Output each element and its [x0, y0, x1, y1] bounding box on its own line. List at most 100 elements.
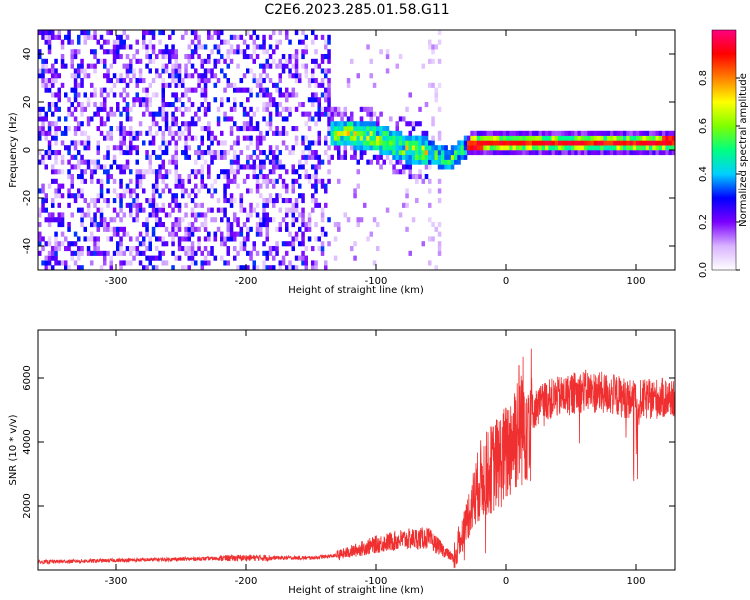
spectrogram-cell: [525, 145, 529, 151]
spectrogram-cell: [122, 140, 126, 146]
spectrogram-cell: [142, 236, 146, 242]
spectrogram-cell: [216, 121, 221, 127]
spectrogram-cell: [47, 236, 52, 242]
spectrogram-cell: [324, 150, 328, 156]
spectrogram-cell: [246, 217, 250, 223]
spectrogram-cell: [480, 150, 484, 156]
spectrogram-cell: [288, 207, 292, 213]
spectrogram-cell: [320, 159, 325, 165]
spectrogram-cell: [558, 150, 562, 156]
spectrogram-cell: [145, 222, 149, 228]
spectrogram-cell: [161, 49, 165, 55]
spectrogram-cell: [106, 169, 110, 175]
spectrogram-cell: [200, 178, 204, 184]
spectrogram-cell: [285, 222, 289, 228]
spectrogram-cell: [177, 106, 182, 112]
spectrogram-cell: [369, 135, 373, 141]
spectrogram-cell: [86, 121, 91, 127]
spectrogram-cell: [571, 130, 575, 136]
spectrogram-cell: [122, 231, 126, 237]
spectrogram-cell: [291, 145, 295, 151]
spectrogram-cell: [525, 150, 529, 156]
spectrogram-cell: [57, 150, 61, 156]
spectrogram-cell: [437, 222, 442, 228]
spectrogram-cell: [356, 121, 360, 127]
spectrogram-cell: [405, 150, 409, 156]
spectrogram-cell: [151, 198, 156, 204]
spectrogram-cell: [77, 207, 81, 213]
spectrogram-cell: [298, 102, 302, 108]
spectrogram-cell: [223, 188, 227, 194]
spectrogram-cell: [207, 250, 211, 256]
spectrogram-cell: [223, 169, 227, 175]
spectrogram-cell: [252, 241, 256, 247]
spectrogram-cell: [528, 145, 533, 151]
spectrogram-cell: [369, 111, 373, 117]
spectrogram-cell: [148, 126, 152, 132]
spectrogram-cell: [161, 188, 165, 194]
spectrogram-cell: [122, 250, 126, 256]
spectrogram-cell: [314, 82, 318, 88]
spectrogram-cell: [164, 140, 169, 146]
spectrogram-cell: [223, 111, 227, 117]
spectrogram-cell: [96, 58, 100, 64]
spectrogram-cell: [255, 92, 260, 98]
spectrogram-cell: [259, 193, 263, 199]
spectrogram-cell: [203, 44, 208, 50]
spectrogram-cell: [324, 87, 328, 93]
spectrogram-cell: [242, 178, 247, 184]
spectrogram-cell: [473, 140, 477, 146]
spectrogram-cell: [327, 126, 331, 132]
spectrogram-cell: [187, 126, 191, 132]
spectrogram-cell: [96, 222, 100, 228]
spectrogram-cell: [649, 130, 653, 136]
spectrogram-cell: [408, 145, 412, 151]
spectrogram-cell: [278, 226, 282, 232]
spectrogram-cell: [57, 87, 61, 93]
spectrogram-cell: [639, 140, 643, 146]
spectrogram-cell: [551, 150, 555, 156]
spectrogram-cell: [96, 159, 100, 165]
spectrogram-cell: [77, 246, 81, 252]
spectrogram-cell: [314, 154, 318, 160]
spectrogram-cell: [229, 130, 234, 136]
spectrogram-cell: [424, 130, 429, 136]
spectrogram-cell: [337, 106, 341, 112]
spectrogram-cell: [161, 260, 165, 266]
spectrogram-cell: [363, 135, 367, 141]
spectrogram-cell: [564, 150, 568, 156]
spectrogram-cell: [125, 202, 130, 208]
spectrogram-cell: [44, 63, 48, 69]
spectrogram-cell: [379, 154, 383, 160]
spectrogram-cell: [73, 241, 78, 247]
spectrogram-cell: [207, 78, 211, 84]
spectrogram-cell: [129, 260, 133, 266]
spectrogram-cell: [291, 126, 295, 132]
spectrogram-cell: [272, 178, 276, 184]
spectrogram-cell: [164, 241, 169, 247]
spectrogram-cell: [207, 106, 211, 112]
spectrogram-cell: [112, 178, 117, 184]
spectrogram-cell: [314, 169, 318, 175]
spectrogram-cell: [356, 135, 360, 141]
spectrogram-cell: [207, 231, 211, 237]
spectrogram-cell: [480, 140, 484, 146]
spectrogram-cell: [41, 183, 45, 189]
spectrogram-cell: [44, 111, 48, 117]
spectrogram-cell: [83, 236, 87, 242]
spectrogram-cell: [246, 212, 250, 218]
spectrogram-cell: [301, 217, 305, 223]
spectrogram-cell: [96, 145, 100, 151]
spectrogram-cell: [47, 87, 52, 93]
spectrogram-cell: [239, 87, 244, 93]
spectrogram-cell: [307, 116, 312, 122]
spectrogram-cell: [574, 135, 578, 141]
spectrogram-cell: [80, 212, 84, 218]
spectrogram-cell: [337, 130, 341, 136]
spectrogram-cell: [288, 198, 292, 204]
spectrogram-cell: [73, 92, 78, 98]
spectrogram-cell: [255, 212, 260, 218]
spectrogram-cell: [119, 140, 123, 146]
spectrogram-cell: [616, 150, 620, 156]
spectrogram-cell: [226, 236, 230, 242]
